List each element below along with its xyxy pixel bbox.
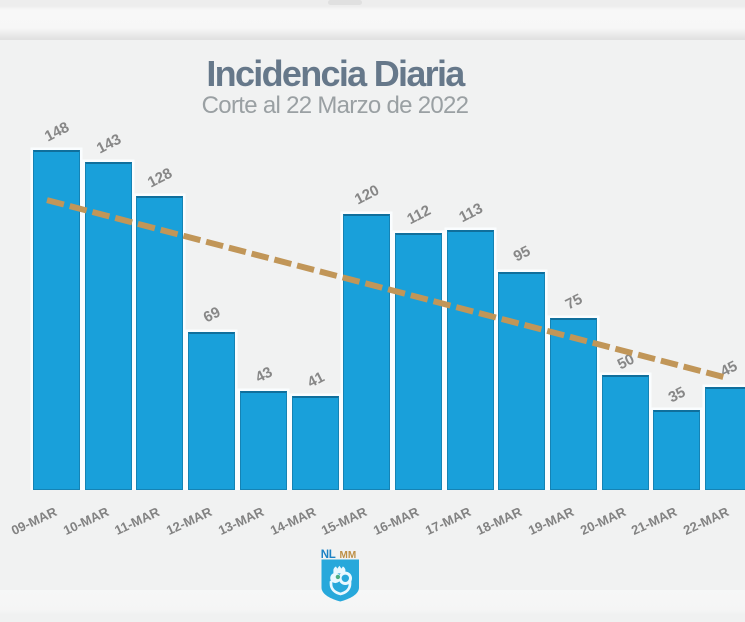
svg-text:NL: NL — [321, 549, 336, 561]
svg-text:MM: MM — [340, 550, 357, 561]
